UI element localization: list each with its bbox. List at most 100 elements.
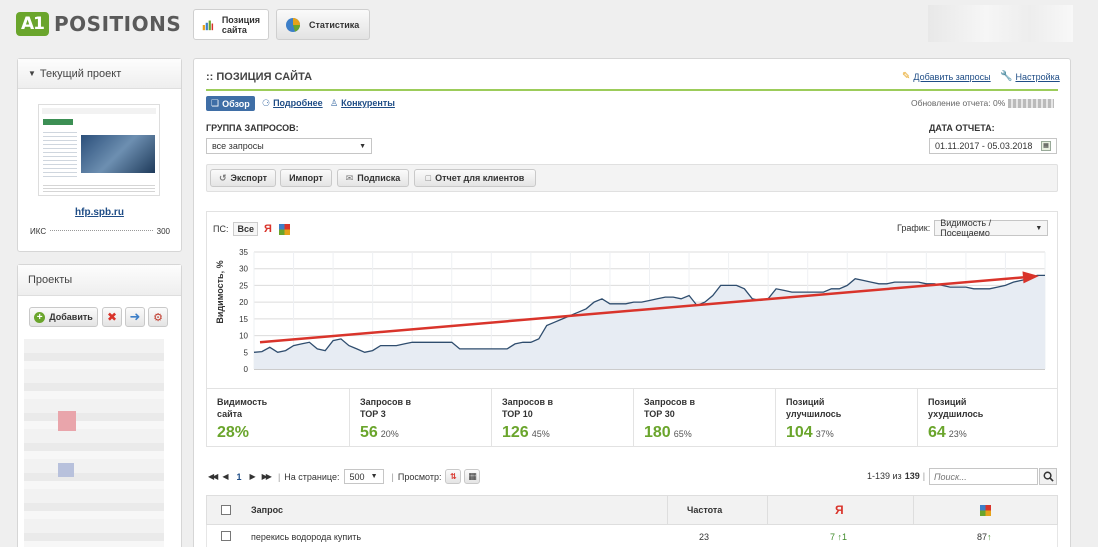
pencil-icon: ✎ [902, 71, 911, 82]
add-queries-link-wrap[interactable]: ✎ Добавить запросы [902, 71, 991, 82]
tab-site-position[interactable]: Позиция сайта [193, 9, 269, 40]
copy-icon: ❏ [211, 98, 220, 108]
tab-competitors[interactable]: ♙ Конкуренты [330, 98, 395, 109]
project-site-link[interactable]: hfp.spb.ru [75, 207, 124, 218]
pie-chart-icon [286, 17, 300, 32]
tab-details-label: Подробнее [273, 98, 323, 108]
export-label: Экспорт [230, 173, 268, 183]
user-icon: ♙ [330, 98, 339, 108]
export-button[interactable]: ↺ Экспорт [210, 169, 276, 187]
last-page-icon[interactable]: ▶▶ [261, 472, 272, 481]
stat-percent: 45% [531, 429, 550, 439]
add-project-button[interactable]: + Добавить [29, 307, 98, 327]
column-header-query[interactable]: Запрос [251, 505, 283, 515]
add-project-label: Добавить [49, 312, 93, 322]
stat-label: ТОР 3 [360, 409, 386, 419]
column-header-frequency[interactable]: Частота [687, 505, 723, 515]
tab-statistics[interactable]: Статистика [276, 9, 370, 40]
sort-icon: ⇅ [450, 472, 457, 481]
stat-label: Запросов в [502, 397, 554, 407]
stat-value: 104 [786, 424, 813, 441]
arrow-up-icon: ↑ [837, 532, 843, 542]
visibility-area [254, 275, 1045, 369]
subscribe-button[interactable]: ✉ Подписка [337, 169, 409, 187]
envelope-icon: ✉ [345, 172, 354, 183]
stat-top10: Запросов в ТОР 10 126 45% [491, 389, 633, 447]
group-select[interactable]: все запросы ▼ [206, 138, 372, 154]
stat-label: ТОР 30 [644, 409, 675, 419]
tab-overview[interactable]: ❏ Обзор [206, 96, 255, 111]
chart-box: ПС: Все Я График: Видимость / Посещаемо … [206, 211, 1058, 389]
stat-value: 64 [928, 424, 946, 441]
row-yandex-position: 7 ↑1 [830, 532, 847, 542]
google-icon[interactable] [278, 223, 290, 235]
y-tick-label: 20 [239, 298, 248, 307]
delete-project-button[interactable]: ✖ [102, 307, 122, 327]
client-report-button[interactable]: □ Отчет для клиентов [414, 169, 536, 187]
current-project-panel: ▼ Текущий проект hfp.spb.ru ИКС 300 [17, 58, 182, 252]
per-page-value: 500 [349, 471, 365, 482]
stat-label: ТОР 10 [502, 409, 533, 419]
user-account-area[interactable] [928, 5, 1073, 42]
settings-link[interactable]: Настройка [1015, 71, 1060, 82]
per-page-label: На странице: [284, 471, 340, 482]
add-queries-link[interactable]: Добавить запросы [913, 71, 991, 82]
stat-top3: Запросов в ТОР 3 56 20% [349, 389, 491, 447]
yandex-icon[interactable]: Я [263, 223, 272, 235]
calendar-icon[interactable]: ▦ [1041, 141, 1051, 151]
stat-label: сайта [217, 409, 243, 419]
tab-details[interactable]: ⚆ Подробнее [262, 98, 323, 109]
settings-small-icon: ⚆ [262, 98, 271, 108]
grid-icon: ▦ [468, 471, 477, 481]
chevron-down-icon: ▼ [1035, 224, 1043, 232]
sort-view-button[interactable]: ⇅ [445, 469, 462, 484]
y-tick-label: 15 [239, 315, 248, 324]
current-project-header[interactable]: ▼ Текущий проект [18, 59, 181, 89]
row-google-position: 87↑ [977, 532, 992, 542]
date-range-value: 01.11.2017 - 05.03.2018 [935, 141, 1033, 151]
caret-down-icon: ▼ [28, 69, 36, 78]
title-underline [206, 89, 1058, 91]
table-row[interactable]: перекись водорода купить 23 7 ↑1 87↑ [206, 525, 1058, 547]
logo[interactable]: A1 POSITIONS [16, 9, 181, 39]
grid-view-button[interactable]: ▦ [464, 469, 481, 484]
y-tick-label: 35 [239, 248, 248, 257]
move-project-button[interactable]: ➜ [125, 307, 145, 327]
projects-list[interactable] [24, 339, 164, 547]
search-input[interactable] [929, 468, 1038, 485]
first-page-icon[interactable]: ◀◀ [208, 472, 218, 481]
current-page[interactable]: 1 [236, 471, 242, 482]
export-icon: ↺ [218, 172, 227, 183]
select-all-checkbox[interactable] [221, 505, 231, 515]
import-button[interactable]: Импорт [280, 169, 332, 187]
prev-page-icon[interactable]: ◀ [222, 472, 229, 481]
row-checkbox[interactable] [221, 531, 231, 541]
projects-header: Проекты [18, 265, 181, 296]
projects-panel: Проекты + Добавить ✖ ➜ ⚙ [17, 264, 182, 547]
row-query: перекись водорода купить [251, 532, 362, 542]
results-range: 1-139 из [867, 471, 902, 481]
report-update-label: Обновление отчета: 0% [911, 98, 1006, 108]
group-label: ГРУППА ЗАПРОСОВ: [206, 123, 299, 133]
settings-link-wrap[interactable]: 🔧 Настройка [1000, 71, 1060, 82]
y-tick-label: 0 [244, 365, 249, 374]
next-page-icon[interactable]: ▶ [249, 472, 256, 481]
site-thumbnail[interactable] [38, 104, 160, 196]
column-header-yandex[interactable]: Я [835, 503, 844, 517]
search-button[interactable] [1039, 468, 1057, 485]
per-page-select[interactable]: 500 ▼ [343, 469, 384, 484]
results-total: 139 [904, 471, 920, 481]
stats-row: Видимость сайта 28% Запросов в ТОР 3 56 2… [206, 389, 1058, 447]
project-settings-button[interactable]: ⚙ [148, 307, 168, 327]
results-count: 1-139 из 139 | [867, 471, 926, 481]
filter-all-button[interactable]: Все [233, 222, 258, 236]
column-header-google-icon[interactable] [980, 505, 991, 516]
stat-label: улучшилось [786, 409, 842, 419]
main-panel: :: ПОЗИЦИЯ САЙТА ✎ Добавить запросы 🔧 На… [193, 58, 1071, 547]
stat-percent: 65% [673, 429, 692, 439]
pagination: ◀◀ ◀ 1 ▶ ▶▶ | На странице: 500 ▼ | Просмо… [208, 469, 481, 484]
search-icon [1043, 471, 1054, 482]
graph-select[interactable]: Видимость / Посещаемо ▼ [934, 218, 1049, 238]
google-position: 87 [977, 532, 988, 542]
date-range-input[interactable]: 01.11.2017 - 05.03.2018 ▦ [929, 138, 1057, 154]
